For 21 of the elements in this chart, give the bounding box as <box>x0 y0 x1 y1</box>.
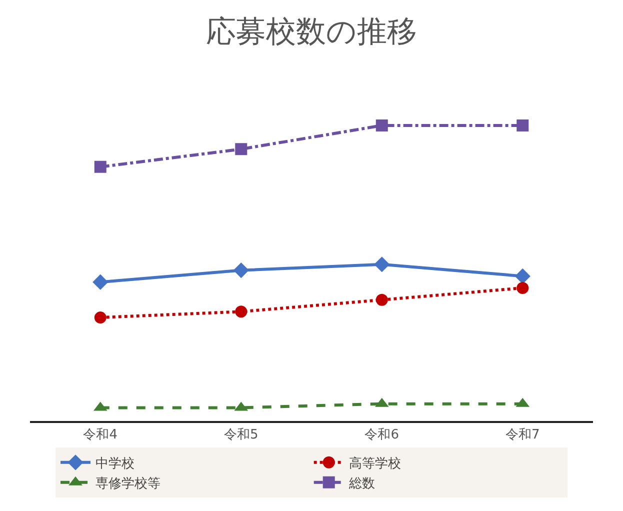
point <box>233 262 249 278</box>
legend-label: 総数 <box>348 476 375 492</box>
x-tick-label: 令和7 <box>505 428 540 443</box>
point <box>514 268 530 284</box>
point <box>92 274 108 290</box>
x-tick-label: 令和6 <box>364 428 400 443</box>
point <box>516 282 529 294</box>
point <box>235 306 248 318</box>
x-tick-label: 令和5 <box>224 428 258 443</box>
point <box>235 143 248 156</box>
x-tick-label: 令和4 <box>83 428 118 443</box>
point <box>374 256 390 272</box>
point <box>376 119 388 132</box>
legend-label: 専修学校等 <box>96 476 160 492</box>
point <box>94 160 106 173</box>
chart-title: 応募校数の推移 <box>206 14 417 50</box>
legend-label: 中学校 <box>96 456 134 472</box>
point <box>516 119 529 132</box>
legend-label: 高等学校 <box>348 456 401 472</box>
point <box>94 312 106 324</box>
point <box>376 294 388 306</box>
